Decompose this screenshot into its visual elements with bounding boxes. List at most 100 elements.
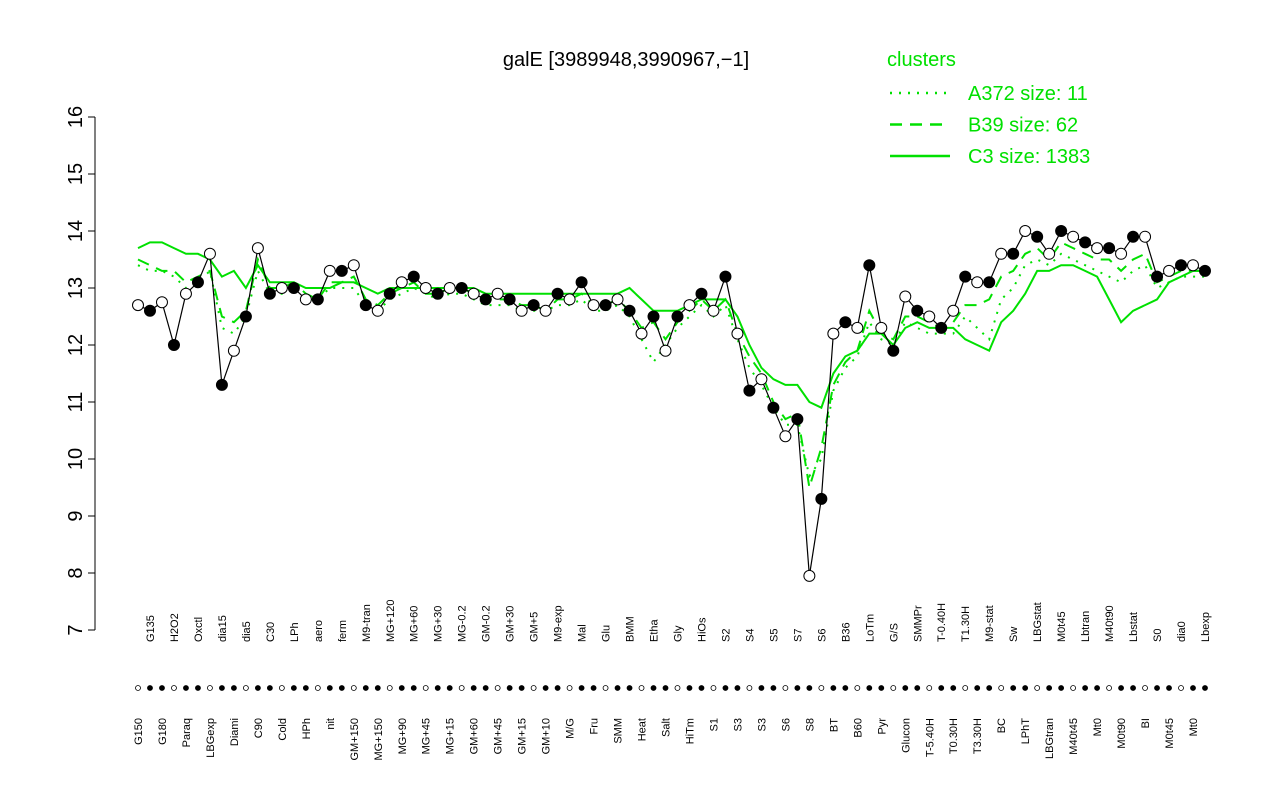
rug-dot [950,685,957,691]
rug-dot [914,685,921,691]
x-tick-label: Lbstat [1128,612,1140,642]
x-tick-label: G150 [133,718,145,745]
x-tick-label: MG+150 [373,718,385,761]
gene-point [515,304,528,317]
gene-point [875,321,888,334]
y-tick-label: 7 [65,624,87,635]
gene-point [1103,242,1116,255]
x-tick-label: C90 [253,718,265,738]
rug-dot [1046,685,1053,691]
chart-title: galE [3989948,3990967,−1] [503,49,749,71]
gene-point [887,344,900,357]
rug-dot [1106,685,1112,691]
x-tick-label: LBGstat [1032,602,1044,642]
x-tick-label: Mt0 [1092,718,1104,736]
rug-dot [207,685,213,691]
gene-point [611,293,624,306]
x-tick-label: GM+15 [517,718,529,754]
x-tick-label: G135 [145,615,157,642]
gene-point [479,293,492,306]
gene-point [383,287,396,300]
rug-dot [1154,685,1160,691]
x-tick-label: MG+60 [409,606,421,642]
x-tick-label: Diami [229,718,241,746]
x-tick-label: S3 [732,718,744,731]
rug-dot [722,685,729,691]
rug-dot [806,685,813,691]
x-tick-label: Gly [672,625,684,642]
x-tick-label: HPh [301,718,313,739]
gene-point [791,413,804,426]
gene-point [527,299,540,312]
y-tick-label: 11 [65,392,87,413]
x-tick-label: MG+90 [397,718,409,754]
rug-dot [195,685,201,691]
x-tick-label: Glu [601,625,613,642]
rug-dot [219,685,225,691]
rug-dot [638,685,645,691]
rug-dot [422,685,429,691]
gene-point [443,282,456,294]
x-tick-label: S0 [1152,629,1164,642]
x-tick-label: M9-tran [361,604,373,642]
gene-point [1199,264,1211,277]
gene-point [1127,230,1140,243]
gene-point [671,310,684,323]
gene-point [1175,259,1188,272]
x-tick-label: Salt [661,718,673,737]
x-tick-label: GM+30 [505,606,517,642]
gene-point [419,282,432,294]
gene-point [179,287,192,300]
x-tick-label: C30 [265,622,277,642]
gene-point [1091,242,1104,255]
x-tick-label: MG+120 [385,600,397,643]
gene-point [167,339,180,351]
rug-dot [1010,685,1017,691]
gene-point [575,276,588,289]
rug-dot [398,685,405,691]
x-tick-label: HiTm [684,718,696,744]
y-tick-label: 8 [65,567,87,578]
x-tick-label: T-5.40H [924,718,936,757]
rug-dot [314,685,321,691]
gene-point [143,304,156,317]
rug-dot [746,685,753,691]
rug-dot [1178,685,1184,691]
rug-dot [254,685,261,691]
gene-point [467,287,480,300]
gene-point [899,290,912,303]
gene-point [251,242,264,255]
x-tick-label: Heat [637,718,649,741]
x-tick-label: M0t45 [1164,718,1176,749]
rug-dot [890,685,897,691]
rug-dot [1034,685,1041,691]
rug-dot [794,685,801,691]
rug-dot [159,685,165,691]
rug-dot [1190,685,1196,691]
gene-point [743,384,756,397]
gene-point [947,304,960,317]
rug-dot [662,685,669,691]
gene-point [647,310,660,323]
rug-dot [986,685,993,691]
rug-dot [326,685,333,691]
x-tick-label: S6 [816,629,828,642]
rug-dot [614,685,621,691]
x-tick-label: Fru [589,718,601,735]
rug-dot [566,685,573,691]
gene-point [839,316,852,329]
rug-dot [974,685,981,691]
gene-point [851,321,864,334]
gene-point [755,373,768,386]
rug-dot [350,685,357,691]
gene-point [983,276,996,289]
gene-point [371,304,384,317]
rug-dot [998,685,1005,691]
x-tick-label: M/G [565,718,577,739]
gene-point [1151,270,1164,283]
gene-point [407,270,420,283]
x-tick-label: GM+150 [349,718,361,761]
x-tick-label: MG-0.2 [457,605,469,642]
x-tick-label: Mal [577,624,589,642]
x-tick-label: MG+30 [433,606,445,642]
